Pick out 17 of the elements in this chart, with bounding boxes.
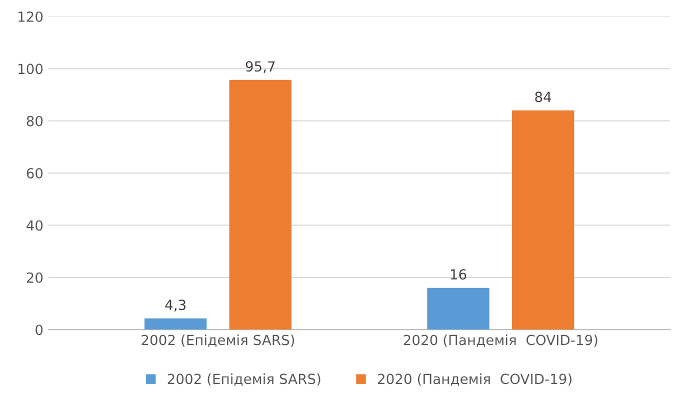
- data-label: 84: [535, 92, 552, 102]
- data-label: 4,3: [165, 300, 186, 312]
- bar: [512, 110, 574, 330]
- legend-label: 2020 (Пандемія COVID-19): [378, 373, 572, 386]
- bar: [229, 80, 292, 330]
- y-tick-label: 20: [26, 272, 43, 283]
- bar: [427, 288, 490, 330]
- y-tick-label: 80: [26, 116, 43, 126]
- y-tick-label: 60: [26, 168, 43, 179]
- y-tick-label: 40: [26, 220, 43, 231]
- y-tick-label: 0: [36, 324, 43, 336]
- data-label: 16: [450, 269, 466, 280]
- y-tick-label: 100: [18, 64, 43, 74]
- data-label: 95,7: [246, 61, 275, 74]
- y-tick-label: 120: [18, 11, 43, 22]
- legend-label: 2002 (Епідемія SARS): [168, 373, 320, 386]
- bar: [144, 318, 207, 330]
